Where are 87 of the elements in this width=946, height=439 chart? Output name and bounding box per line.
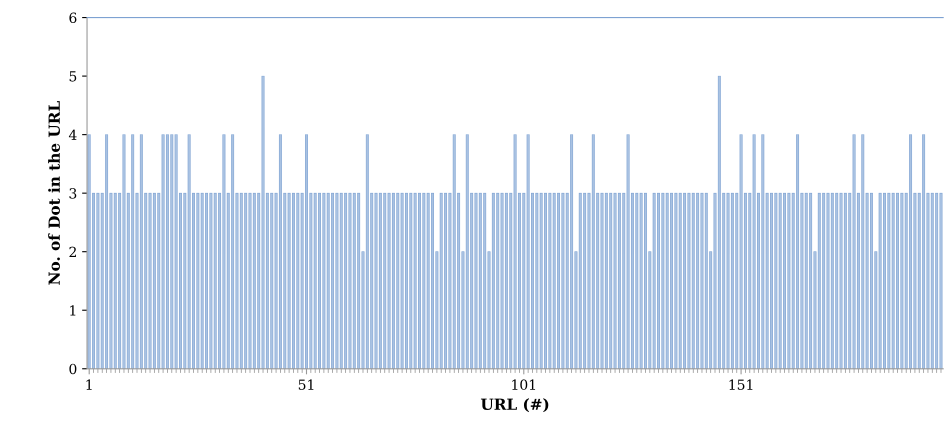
bar xyxy=(552,192,556,369)
x-tick-label: 51 xyxy=(298,379,314,390)
bar xyxy=(752,134,756,369)
bar xyxy=(496,192,500,369)
bar xyxy=(214,192,217,369)
bar xyxy=(114,192,117,369)
bar xyxy=(861,134,864,369)
bar xyxy=(652,192,656,369)
bar xyxy=(583,192,586,369)
bar xyxy=(609,192,612,369)
bar xyxy=(774,192,778,369)
bar xyxy=(340,192,343,369)
x-tick-label: 101 xyxy=(512,379,536,390)
bar xyxy=(492,192,495,369)
x-tick-label: 1 xyxy=(86,379,92,390)
bar xyxy=(174,134,178,369)
bar xyxy=(440,192,443,369)
bar xyxy=(935,192,938,369)
y-tick-label: 1 xyxy=(70,305,76,316)
bar xyxy=(196,192,200,369)
bar xyxy=(452,134,456,369)
bar xyxy=(678,192,682,369)
bar xyxy=(414,192,417,369)
bar xyxy=(930,192,934,369)
y-tick-label: 6 xyxy=(69,12,76,24)
bar xyxy=(352,192,356,369)
y-axis-title: No. of Dot in the URL xyxy=(48,101,60,285)
bar xyxy=(188,134,191,369)
bar xyxy=(592,134,595,369)
bar xyxy=(252,192,256,369)
y-tick-label: 0 xyxy=(69,364,76,374)
bar xyxy=(635,192,638,369)
bar xyxy=(88,134,91,369)
bar xyxy=(200,192,204,369)
bar xyxy=(322,192,326,369)
x-tick-label: 151 xyxy=(730,379,752,390)
bar xyxy=(383,192,386,369)
bar xyxy=(366,134,369,369)
bar xyxy=(887,192,890,369)
bar xyxy=(296,192,300,369)
bar xyxy=(718,76,721,369)
bar xyxy=(830,192,834,369)
bar xyxy=(378,192,382,369)
bar xyxy=(778,192,782,369)
bar xyxy=(426,192,430,369)
bar xyxy=(878,192,882,369)
bar xyxy=(244,192,248,369)
bar xyxy=(640,192,643,369)
bar xyxy=(396,192,400,369)
bar xyxy=(666,192,669,369)
bar xyxy=(604,192,608,369)
bar xyxy=(822,192,826,369)
bar xyxy=(140,134,143,369)
y-tick-label: 5 xyxy=(70,71,76,82)
bar xyxy=(761,134,764,369)
bar xyxy=(535,192,538,369)
bar xyxy=(478,192,482,369)
bar xyxy=(661,192,664,369)
bar xyxy=(804,192,808,369)
y-tick-label: 2 xyxy=(69,246,76,257)
bar xyxy=(422,192,426,369)
bar xyxy=(483,192,486,369)
bar xyxy=(835,192,838,369)
bar xyxy=(357,192,360,369)
bar xyxy=(692,192,695,369)
bar xyxy=(314,192,317,369)
bar xyxy=(170,134,174,369)
bar xyxy=(270,192,274,369)
bar xyxy=(900,192,904,369)
bar xyxy=(696,192,700,369)
bar xyxy=(466,134,469,369)
y-tick-label: 4 xyxy=(68,130,77,140)
bar xyxy=(326,192,330,369)
bar xyxy=(704,192,708,369)
bar xyxy=(231,134,234,369)
bar xyxy=(892,192,895,369)
bar xyxy=(131,134,134,369)
bar xyxy=(526,134,530,369)
bar xyxy=(818,192,821,369)
x-axis-title: URL (#) xyxy=(480,398,548,412)
y-tick-label: 3 xyxy=(70,188,76,199)
bar xyxy=(409,192,412,369)
bar xyxy=(540,192,543,369)
bar xyxy=(578,192,582,369)
bar xyxy=(240,192,243,369)
bar xyxy=(548,192,552,369)
bar xyxy=(844,192,847,369)
